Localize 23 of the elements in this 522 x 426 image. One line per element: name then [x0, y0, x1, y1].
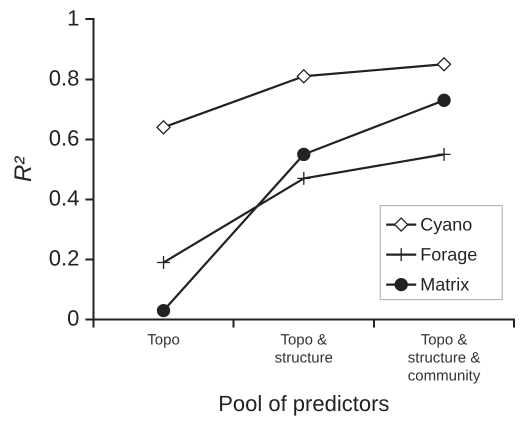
y-tick-label: 0	[67, 306, 80, 331]
x-axis-title: Pool of predictors	[218, 390, 390, 416]
x-tick-label: Topo & structure	[274, 332, 333, 367]
y-tick-label: 1	[67, 5, 80, 30]
y-tick-label: 0.2	[48, 246, 80, 271]
point	[296, 69, 311, 84]
point	[156, 120, 171, 134]
point	[437, 94, 451, 107]
point	[156, 304, 170, 318]
point	[297, 148, 310, 162]
point	[296, 171, 311, 186]
legend-label: Matrix	[420, 274, 470, 295]
y-tick-label: 0.6	[48, 125, 80, 150]
x-tick-label: Topo & structure & community	[408, 332, 481, 385]
y-tick-label: 0.4	[48, 186, 80, 211]
x-tick-label: Topo	[147, 332, 180, 349]
legend-label: Forage	[420, 244, 478, 265]
point	[436, 147, 452, 162]
legend-label: Cyano	[420, 214, 472, 235]
point	[156, 255, 171, 270]
y-axis-title: R²	[10, 156, 38, 182]
point	[436, 57, 452, 72]
y-tick-label: 0.8	[48, 65, 80, 90]
